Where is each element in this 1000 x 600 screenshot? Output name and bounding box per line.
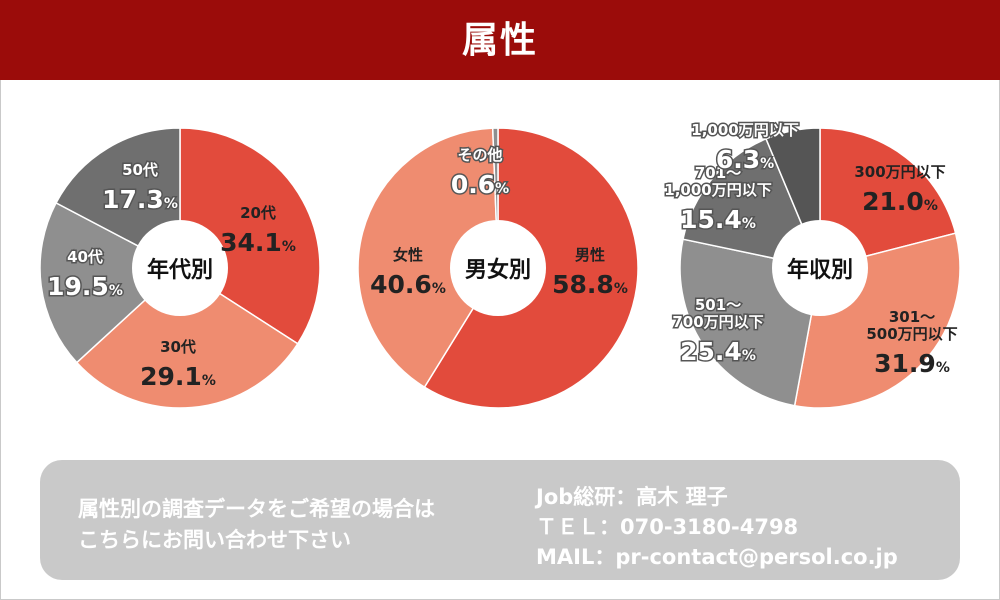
category-label: 50代 bbox=[122, 161, 158, 179]
category-label: 301～ bbox=[889, 308, 935, 326]
slice-label: 300万円以下 21.0% bbox=[854, 163, 945, 216]
value-label: 21.0% bbox=[862, 187, 938, 216]
category-label: 40代 bbox=[67, 248, 103, 266]
category-label: 501～ bbox=[695, 296, 741, 314]
category-label: 男性 bbox=[575, 246, 605, 264]
page-title: 属性 bbox=[0, 0, 1000, 80]
slice-label: 30代 29.1% bbox=[140, 338, 216, 391]
slice-0-1 bbox=[75, 267, 299, 409]
slice-label: 40代 19.5% bbox=[46, 247, 125, 303]
contact-box: 属性別の調査データをご希望の場合は こちらにお問い合わせ下さい Job総研：高木… bbox=[40, 460, 960, 580]
category-label: 700万円以下 bbox=[672, 313, 763, 331]
donut-hole bbox=[132, 220, 228, 316]
value-label: 6.3% bbox=[716, 145, 774, 174]
slice-label: 男性 58.8% bbox=[552, 246, 628, 299]
value-label: 40.6% bbox=[370, 270, 446, 299]
category-label: 701～ bbox=[695, 164, 741, 182]
slice-label: 1,000万円以下 6.3% bbox=[690, 120, 800, 176]
slice-1-1 bbox=[357, 127, 499, 389]
slice-label: 20代 34.1% bbox=[220, 204, 296, 257]
value-label: 15.4% bbox=[680, 205, 756, 234]
value-label: 0.6% bbox=[451, 170, 509, 199]
slice-label: 301～500万円以下 31.9% bbox=[866, 308, 957, 378]
donut-hole bbox=[450, 220, 546, 316]
slice-label: 女性 40.6% bbox=[370, 246, 446, 299]
chart-title: 男女別 bbox=[465, 257, 531, 283]
contact-message-line: こちらにお問い合わせ下さい bbox=[78, 528, 351, 552]
contact-name: Job総研：高木 理子 bbox=[536, 485, 728, 509]
contact-message: 属性別の調査データをご希望の場合は こちらにお問い合わせ下さい bbox=[78, 494, 435, 556]
category-label: 女性 bbox=[393, 246, 423, 264]
contact-details: Job総研：高木 理子 ＴＥＬ：070-3180-4798 MAIL：pr-co… bbox=[536, 482, 898, 572]
category-label: 30代 bbox=[160, 338, 196, 356]
category-label: 1,000万円以下 bbox=[691, 121, 798, 139]
category-label: 500万円以下 bbox=[866, 325, 957, 343]
category-label: 300万円以下 bbox=[854, 163, 945, 181]
slice-label: 50代 17.3% bbox=[101, 160, 180, 216]
value-label: 29.1% bbox=[140, 362, 216, 391]
slice-label: その他 0.6% bbox=[449, 145, 510, 201]
slice-label: 701～1,000万円以下 15.4% bbox=[663, 163, 773, 236]
category-label: 1,000万円以下 bbox=[664, 181, 771, 199]
value-label: 25.4% bbox=[680, 337, 756, 366]
value-label: 34.1% bbox=[220, 228, 296, 257]
value-label: 31.9% bbox=[874, 349, 950, 378]
chart-title: 年収別 bbox=[787, 257, 853, 283]
value-label: 19.5% bbox=[47, 272, 123, 301]
chart-title: 年代別 bbox=[147, 257, 213, 283]
contact-tel[interactable]: ＴＥＬ：070-3180-4798 bbox=[536, 515, 799, 539]
category-label: 20代 bbox=[240, 204, 276, 222]
category-label: その他 bbox=[457, 146, 502, 164]
donut-hole bbox=[772, 220, 868, 316]
contact-mail[interactable]: MAIL：pr-contact@persol.co.jp bbox=[536, 545, 898, 569]
contact-message-line: 属性別の調査データをご希望の場合は bbox=[78, 497, 435, 521]
slice-0-2 bbox=[39, 201, 182, 364]
value-label: 17.3% bbox=[102, 185, 178, 214]
value-label: 58.8% bbox=[552, 270, 628, 299]
slice-2-0 bbox=[819, 127, 957, 269]
slice-label: 501～700万円以下 25.4% bbox=[671, 295, 765, 368]
